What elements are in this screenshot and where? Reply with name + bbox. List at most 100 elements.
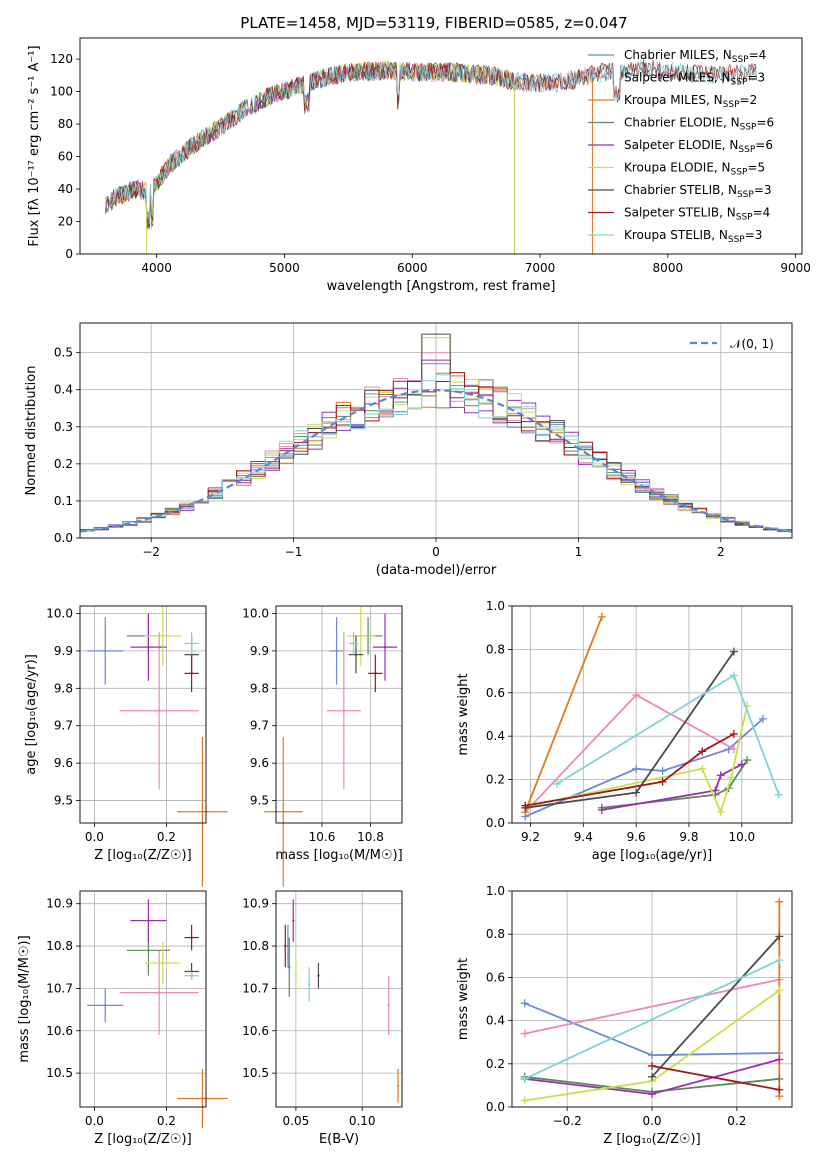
y-tick-label: 10.7 [242,981,269,995]
y-tick-label: 0.4 [54,383,73,397]
y-tick-label: 0.0 [54,531,73,545]
x-tick-label: 9.4 [574,830,593,844]
x-tick-label: 8000 [653,261,684,275]
data-point [190,672,193,675]
legend-label: Chabrier MILES, NSSP=4 [624,48,766,65]
y-tick-label: 0.8 [486,642,505,656]
x-axis-label: Z [log₁₀(Z/Z☉)] [94,1132,191,1147]
legend-label: Salpeter MILES, NSSP=3 [624,71,765,88]
legend-label: 𝒩(0, 1) [730,337,774,351]
plot-area [520,897,784,1105]
data-point [294,974,298,977]
axes-frame [511,890,793,1108]
legend-label: Kroupa ELODIE, NSSP=5 [624,161,765,178]
x-tick-label: 0.2 [727,1114,746,1128]
series-marker [632,788,641,797]
legend: Chabrier MILES, NSSP=4 Salpeter MILES, NS… [588,48,774,245]
series-marker [658,766,667,775]
data-point [104,1004,107,1007]
y-tick-label: 0.8 [486,927,505,941]
series-marker [698,747,707,756]
y-tick-label: 100 [50,85,73,99]
y-tick-label: 9.9 [54,644,73,658]
series-marker [727,773,736,782]
y-axis-label: mass weight [456,958,471,1040]
data-point [147,645,150,649]
data-point [387,1004,390,1007]
data-point [335,649,338,653]
data-point [158,709,161,712]
y-tick-label: 0.2 [54,457,73,471]
series-marker [711,786,720,795]
data-point [288,966,291,969]
series-marker [775,932,784,941]
plot-layer: Chabrier MILES, NSSP=4 Salpeter MILES, NS… [17,37,811,1147]
data-point [158,991,161,994]
x-axis-label: Z [log₁₀(Z/Z☉)] [94,848,191,863]
data-point [190,974,193,977]
spectrum-line [105,61,593,230]
x-tick-label: 9000 [780,261,811,275]
y-tick-label: 10.9 [46,897,73,911]
y-tick-label: 0.6 [486,970,505,984]
y-tick-label: 40 [58,182,73,196]
data-point [284,944,287,948]
series-marker [552,779,561,788]
series-marker [716,808,725,817]
series-marker [775,897,784,906]
y-tick-label: 9.6 [54,756,73,770]
y-tick-label: 10.7 [46,981,73,995]
data-point [374,672,377,675]
x-tick-label: 9.6 [627,830,646,844]
y-tick-label: 0.4 [486,729,505,743]
legend-label: Salpeter STELIB, NSSP=4 [624,206,770,223]
y-tick-label: 10.8 [46,939,73,953]
series-marker [775,1085,784,1094]
x-tick-label: 9.2 [521,830,540,844]
y-tick-label: 0.0 [486,816,505,830]
series-marker [632,690,641,699]
panel-Z_vs_mass_weight: −0.2 0.0 0.2 0.0 0.2 0.4 0.6 0.8 1.0 Z [log₁₀(Z/Z… [456,884,793,1147]
series-marker [520,1029,529,1038]
data-point [161,961,164,965]
plot-area [521,612,783,821]
series-marker [520,999,529,1008]
series-marker [520,1096,529,1105]
y-axis-label: age [log₁₀(age/yr)] [24,654,39,775]
x-axis-label: wavelength [Angstrom, rest frame] [327,279,556,294]
y-tick-label: 0.6 [486,686,505,700]
data-point [161,634,164,638]
x-tick-label: 0.0 [642,1114,661,1128]
series-marker [597,805,606,814]
axes-frame [79,890,207,1108]
y-axis-label: mass [log₁₀(M/M☉)] [17,935,32,1062]
figure-title: PLATE=1458, MJD=53119, FIBERID=0585, z=0… [240,14,627,32]
series-line [601,763,743,811]
y-tick-label: 0.0 [486,1100,505,1114]
y-axis-label: Normed distribution [24,366,39,496]
panel-age_vs_mass_weight: 9.2 9.4 9.6 9.8 10.0 0.0 0.2 0.4 0.6 0.8 1.0 age [l… [456,599,793,863]
histogram-step [80,374,792,531]
legend-label: Kroupa STELIB, NSSP=3 [624,228,762,245]
series-marker [775,1055,784,1064]
series-line [525,733,735,807]
axes-frame [79,605,207,824]
y-tick-label: 9.7 [250,719,269,733]
series-marker [648,1061,656,1070]
series-line [651,935,780,1078]
data-point [190,936,193,939]
y-tick-label: 1.0 [486,884,505,898]
y-tick-label: 20 [58,215,73,229]
series-line [601,759,748,809]
x-axis-label: E(B-V) [319,1132,359,1147]
series-marker [648,1090,656,1099]
series-line [530,705,748,815]
data-point [354,653,358,656]
normal-curve [79,388,793,533]
data-point [201,1097,204,1100]
data-point [201,810,204,813]
y-tick-label: 10.0 [242,606,269,620]
x-tick-label: 9.8 [679,830,698,844]
x-axis-label: (data-model)/error [376,563,497,578]
